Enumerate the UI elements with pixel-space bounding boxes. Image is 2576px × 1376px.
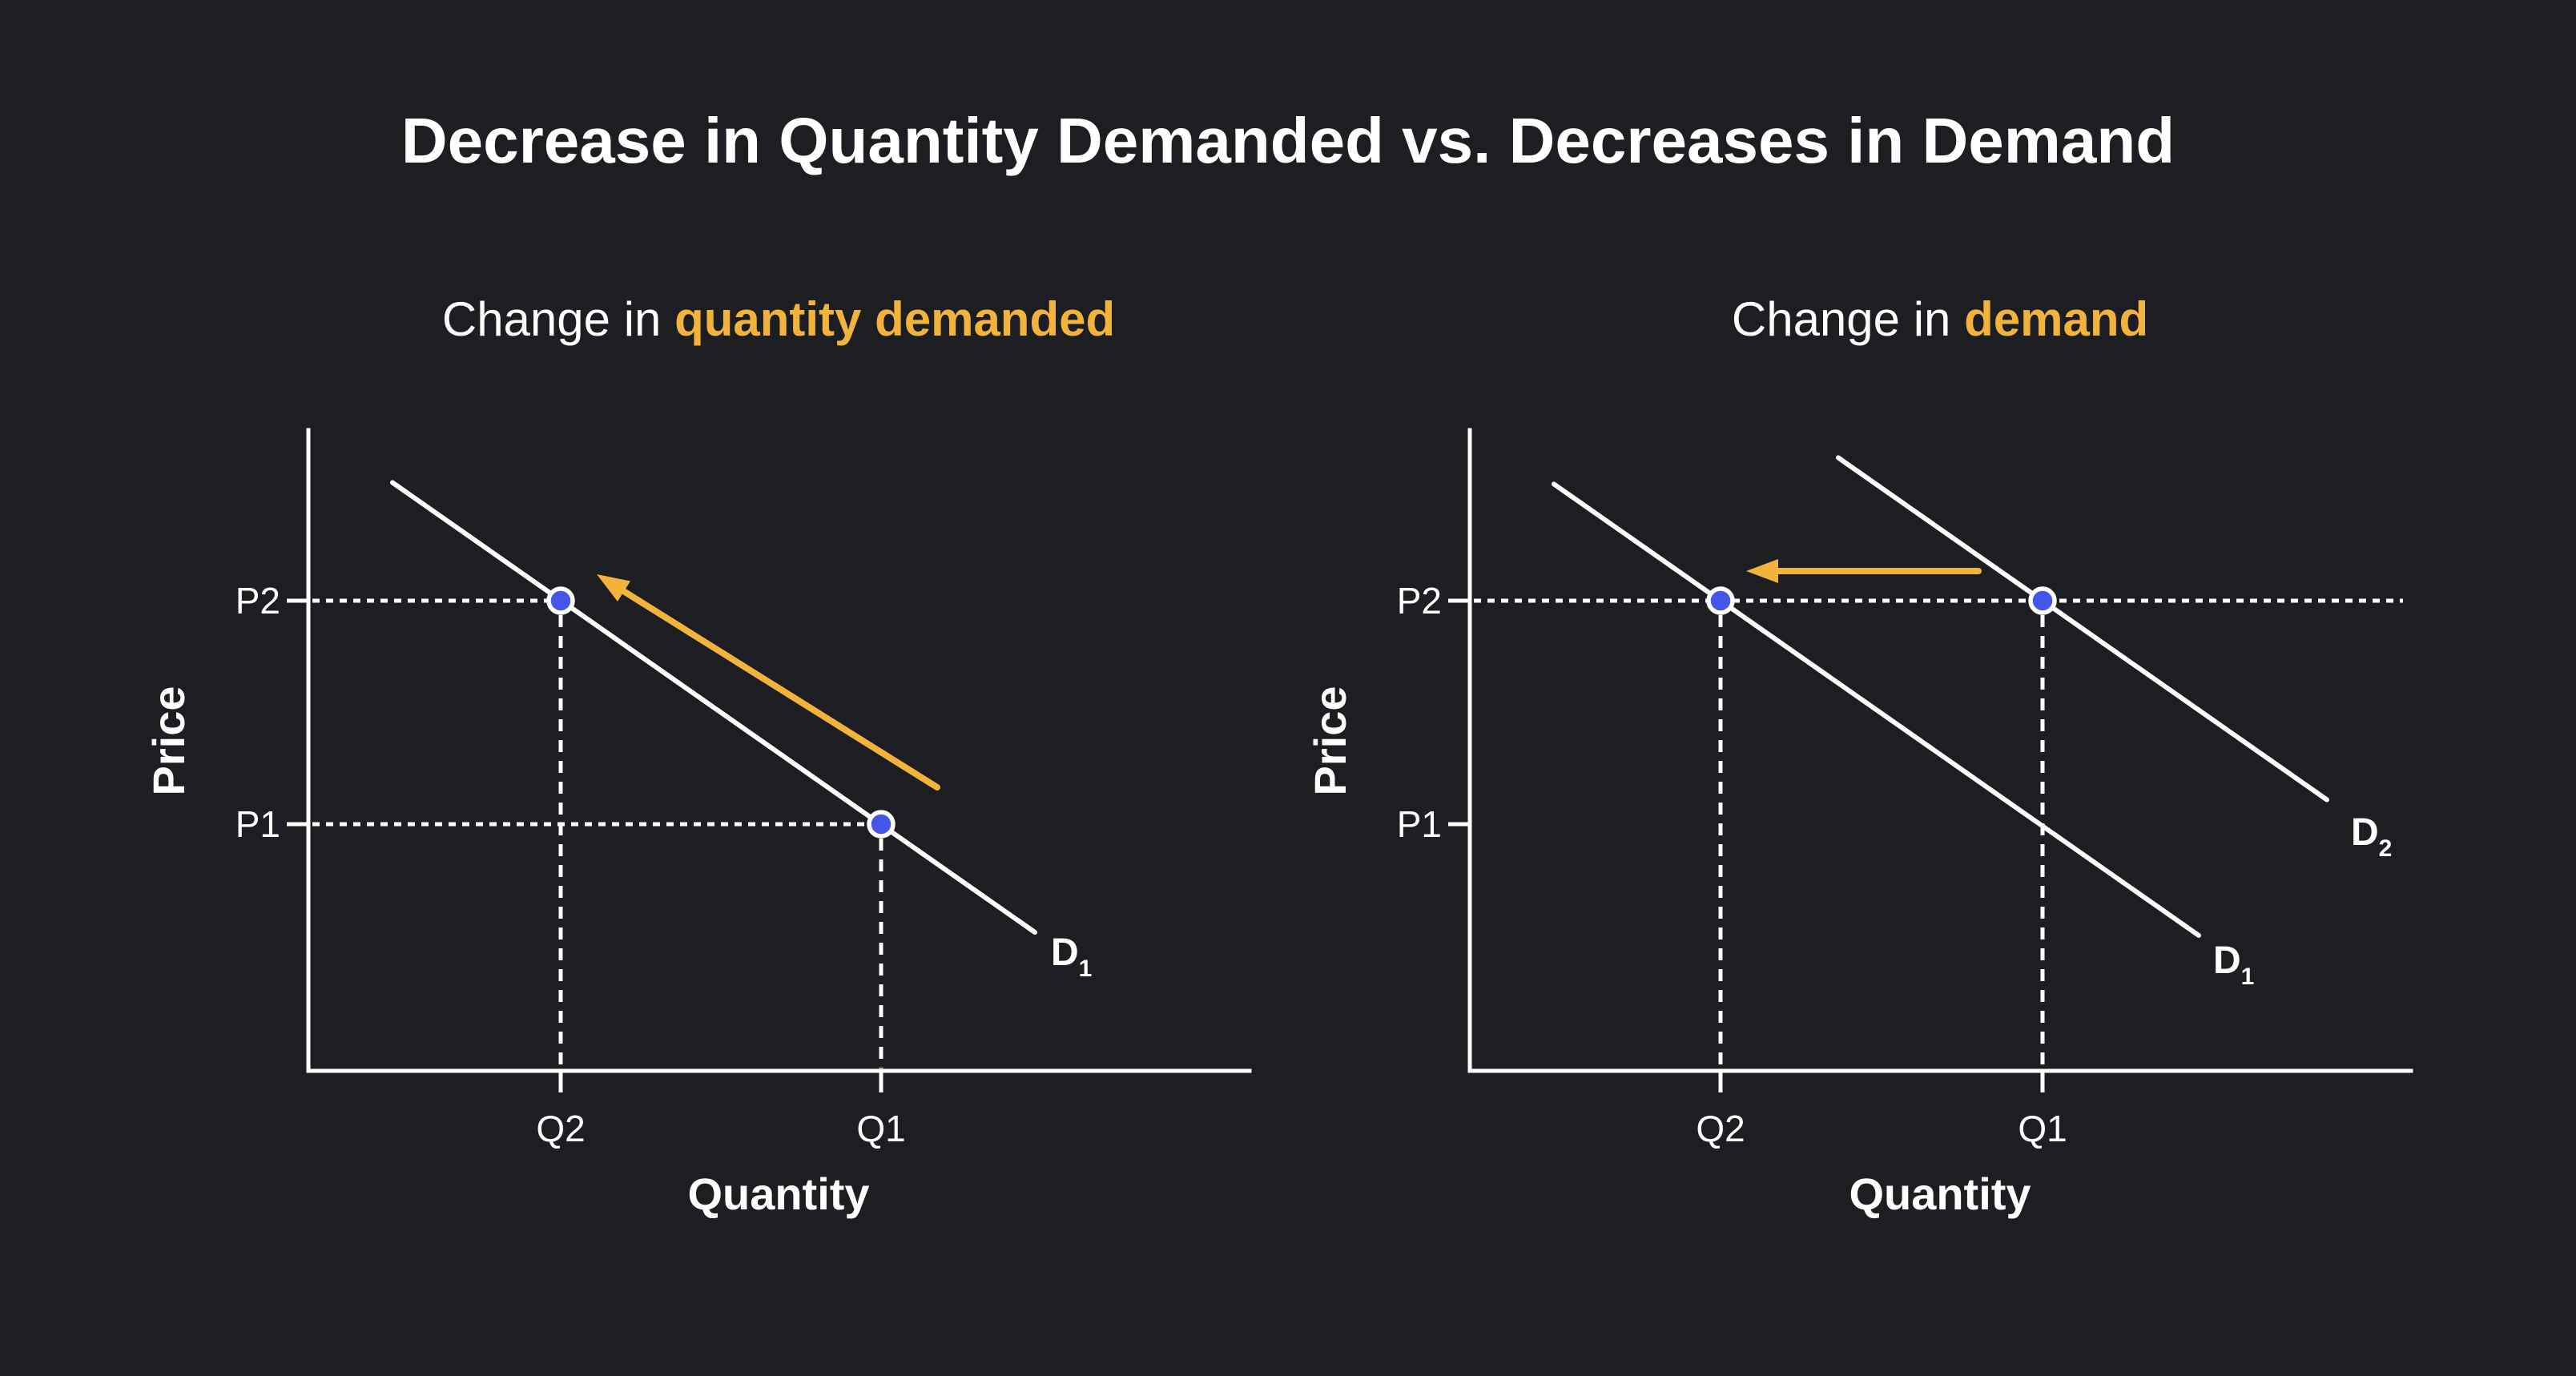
left-x-axis-label: Quantity [687,1169,869,1219]
right-d1-curve-label: D1 [2213,939,2254,990]
right-axes [1448,428,2413,1092]
left-movement-arrow [597,574,940,791]
right-y-axis-label: Price [1306,686,1355,796]
page-title: Decrease in Quantity Demanded vs. Decrea… [400,105,2176,176]
right-q2-label: Q2 [1696,1108,1745,1149]
right-axis-lines [1467,428,2413,1073]
right-arrow-head [1746,559,1778,583]
left-d1-curve-label: D1 [1051,931,1092,982]
left-axis-lines [306,428,1252,1073]
left-p1-label: P1 [235,803,280,845]
left-q1-label: Q1 [856,1108,905,1149]
left-arrow-head [597,574,630,601]
right-q1-label: Q1 [2018,1108,2067,1149]
right-chart: P2 P1 Q2 Q1 Price Quantity D2 D1 [1306,428,2413,1219]
right-chart-subtitle: Change in demand [1732,292,2148,347]
left-guide-lines [312,598,883,1068]
right-x-axis-label: Quantity [1849,1169,2031,1219]
left-chart: P2 P1 Q2 Q1 Price Quantity D1 [144,428,1252,1219]
left-axes [287,428,1252,1092]
left-subtitle-highlight: quantity demanded [674,292,1116,346]
left-point-q1-p1 [867,810,896,839]
right-point-q2-p2 [1706,586,1735,615]
right-p2-label: P2 [1397,580,1442,622]
right-point-q1-p2 [2028,586,2057,615]
right-subtitle-prefix: Change in [1731,292,1965,346]
left-q2-label: Q2 [536,1108,585,1149]
right-d2-curve-label: D2 [2351,811,2392,862]
right-guide-lines [1474,598,2403,1068]
right-demand-curve-d1 [1552,481,2201,938]
right-subtitle-highlight: demand [1964,292,2149,346]
right-p1-label: P1 [1397,803,1442,845]
left-point-q2-p2 [546,586,575,615]
left-subtitle-prefix: Change in [441,292,675,346]
left-y-axis-label: Price [144,686,194,796]
left-p2-label: P2 [235,580,280,622]
left-chart-subtitle: Change in quantity demanded [442,292,1115,347]
left-demand-curve-d1 [390,480,1037,935]
right-shift-arrow [1746,559,1982,583]
left-arrow-shaft [622,589,940,791]
right-demand-curve-d2 [1836,455,2329,803]
